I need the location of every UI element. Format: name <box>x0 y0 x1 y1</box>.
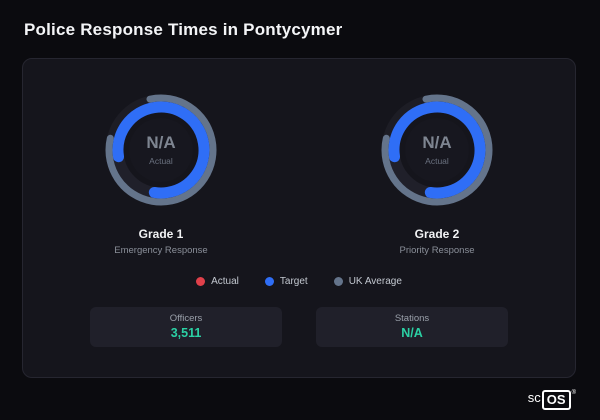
response-times-card: N/A Actual Grade 1 Emergency Response <box>22 58 576 378</box>
gauge-value-label: Actual <box>425 155 449 166</box>
scos-logo-sc: sc <box>527 390 541 406</box>
page-title: Police Response Times in Pontycymer <box>24 20 343 39</box>
legend-item-actual[interactable]: Actual <box>196 276 239 287</box>
actual-dot-icon <box>196 277 206 286</box>
stats-row: Officers 3,511 Stations N/A <box>90 307 508 347</box>
stat-value: N/A <box>401 326 423 340</box>
gauge-chart: N/A Actual <box>96 85 226 215</box>
legend-label: Actual <box>211 276 239 287</box>
gauge-rings-icon <box>381 94 493 206</box>
gauge-value-label: Actual <box>149 155 173 166</box>
chart-legend: Actual Target UK Average <box>196 276 402 287</box>
gauge-rings-icon <box>105 94 217 206</box>
grade-title: Grade 2 <box>414 227 460 241</box>
target-arc <box>112 101 210 199</box>
uk-average-arc <box>381 94 493 206</box>
registered-mark: ® <box>571 390 576 397</box>
grade-subtitle: Priority Response <box>399 245 475 256</box>
scos-logo-os: OS <box>541 390 571 410</box>
gauge-grade-1: N/A Actual Grade 1 Emergency Response <box>37 85 285 256</box>
target-arc <box>388 101 486 199</box>
uk-average-dot-icon <box>333 277 343 286</box>
gauge-center: N/A Actual <box>372 85 502 215</box>
gauge-center: N/A Actual <box>96 85 226 215</box>
stat-value: 3,511 <box>170 326 202 340</box>
legend-label: UK Average <box>348 276 402 287</box>
gauge-grade-2: N/A Actual Grade 2 Priority Response <box>313 85 561 256</box>
gauges-row: N/A Actual Grade 1 Emergency Response <box>23 85 575 256</box>
scos-logo: sc OS ® <box>528 390 576 410</box>
legend-item-target[interactable]: Target <box>264 276 308 287</box>
grade-subtitle: Emergency Response <box>114 245 208 256</box>
uk-average-arc <box>105 94 217 206</box>
legend-item-uk-average[interactable]: UK Average <box>333 276 402 287</box>
stat-label: Officers <box>169 313 203 324</box>
stat-officers: Officers 3,511 <box>90 307 282 347</box>
gauge-value: N/A <box>422 133 452 153</box>
gauge-chart: N/A Actual <box>372 85 502 215</box>
legend-label: Target <box>279 276 308 287</box>
target-dot-icon <box>264 277 274 286</box>
stat-label: Stations <box>394 313 430 324</box>
gauge-value: N/A <box>146 133 176 153</box>
stat-stations: Stations N/A <box>316 307 508 347</box>
grade-title: Grade 1 <box>138 227 184 241</box>
